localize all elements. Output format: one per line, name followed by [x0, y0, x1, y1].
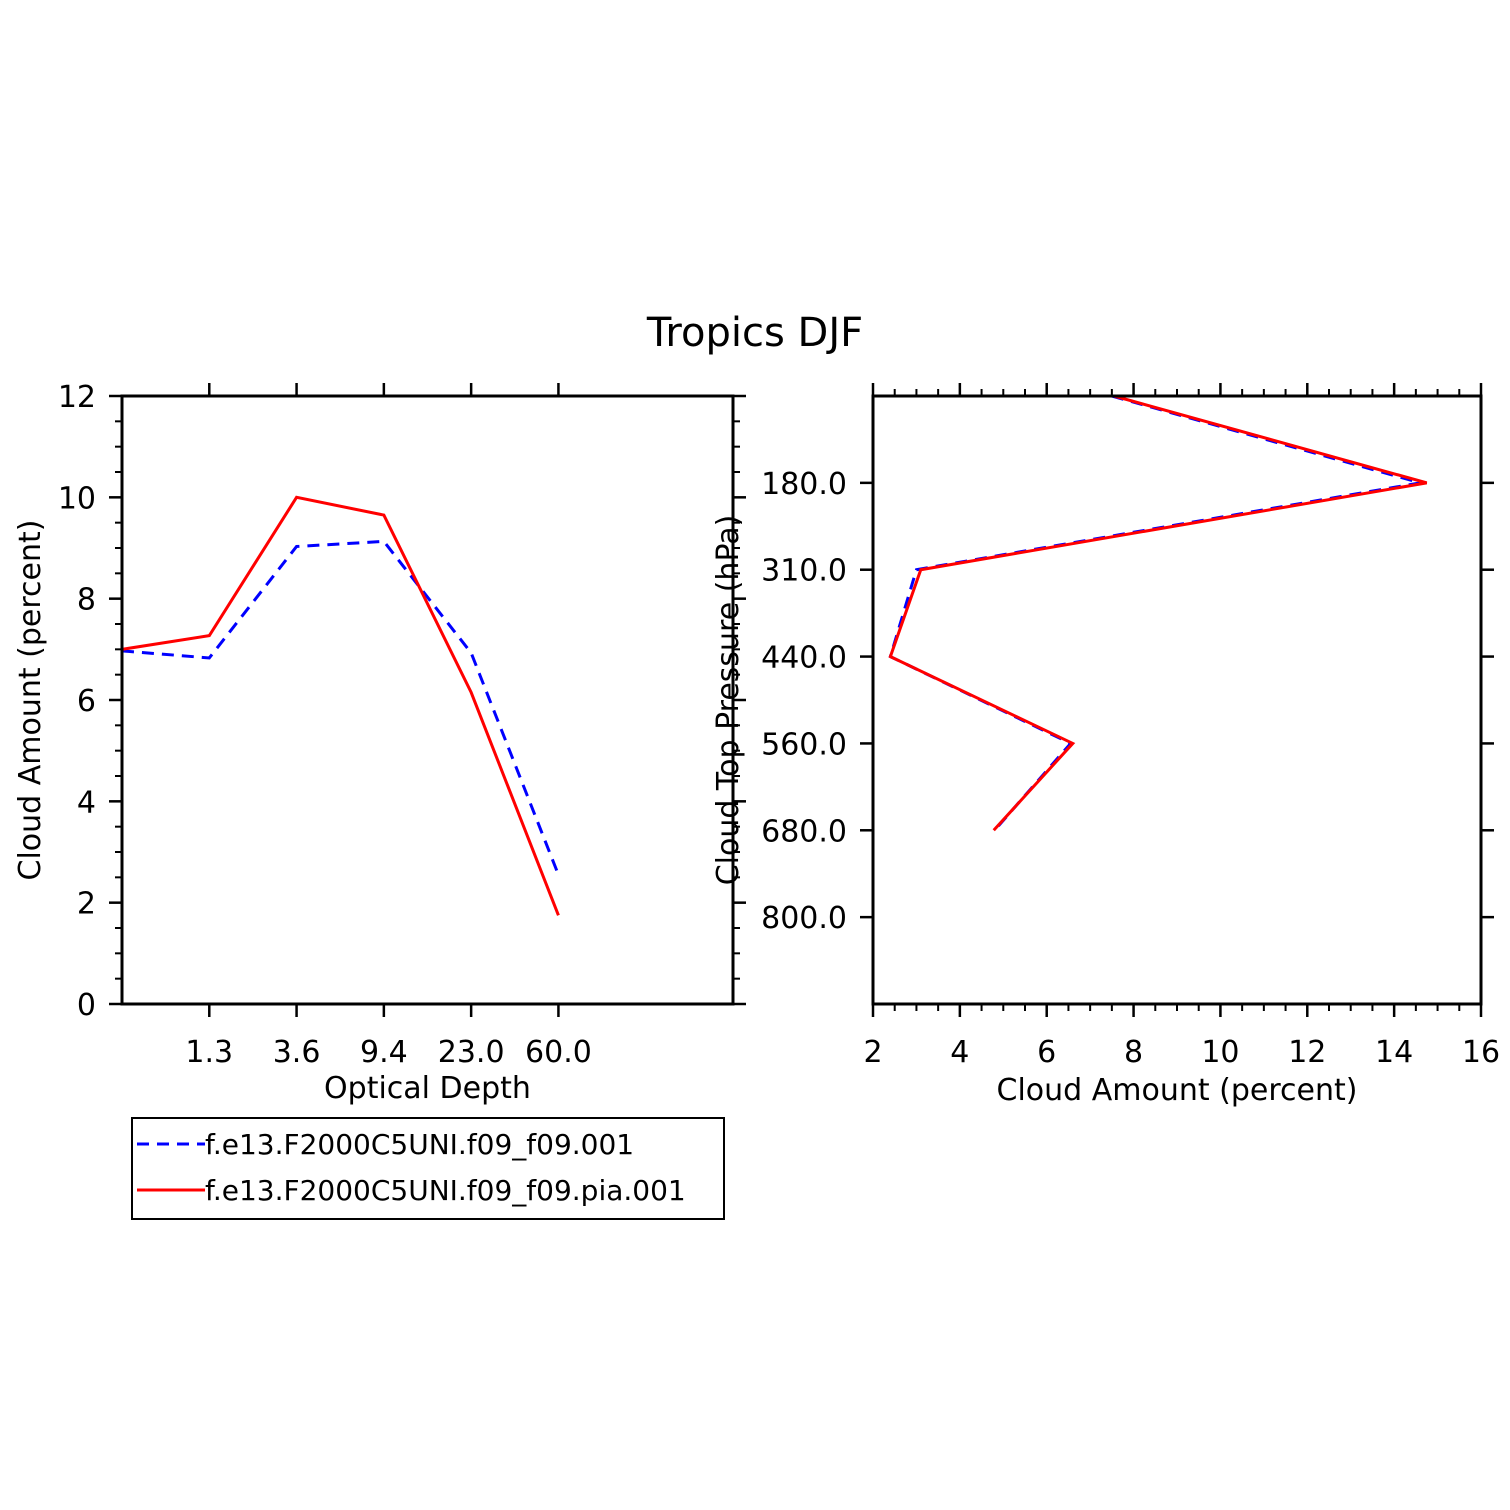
y-tick-label: 10 — [58, 481, 96, 516]
legend: f.e13.F2000C5UNI.f09_f09.001 f.e13.F2000… — [131, 1117, 725, 1220]
y-axis-label: Cloud Amount (percent) — [13, 520, 48, 881]
y-tick-label: 6 — [77, 684, 96, 719]
x-tick-label: 8 — [1124, 1035, 1143, 1070]
y-tick-label: 680.0 — [761, 814, 847, 849]
series-line-1 — [121, 495, 560, 916]
y-axis-label: Cloud Top Pressure (hPa) — [711, 515, 746, 886]
y-tick-label: 2 — [77, 887, 96, 922]
plot-frame — [120, 394, 735, 1006]
x-tick-label: 10 — [1201, 1035, 1239, 1070]
x-axis-label: Cloud Amount (percent) — [997, 1073, 1358, 1108]
y-tick-label: 440.0 — [761, 641, 847, 676]
x-tick-label: 6 — [1037, 1035, 1056, 1070]
x-axis-label: Optical Depth — [324, 1071, 531, 1106]
x-tick-label: 60.0 — [525, 1035, 592, 1070]
x-tick-label: 4 — [950, 1035, 969, 1070]
chart-title: Tropics DJF — [646, 310, 863, 356]
series-line-0 — [121, 539, 560, 876]
x-tick-label: 9.4 — [360, 1035, 408, 1070]
x-tick-label: 12 — [1288, 1035, 1326, 1070]
y-tick-label: 12 — [58, 380, 96, 415]
x-tick-label: 2 — [863, 1035, 882, 1070]
y-tick-label: 560.0 — [761, 727, 847, 762]
x-tick-label: 16 — [1462, 1035, 1500, 1070]
legend-box — [131, 1117, 725, 1220]
right-panel: 2 4 6 8 10 12 14 16 180.0 310.0 440.0 560.0 680.0 800… — [711, 383, 1500, 1108]
x-tick-label: 1.3 — [185, 1035, 233, 1070]
legend-label-1: f.e13.F2000C5UNI.f09_f09.pia.001 — [205, 1174, 686, 1207]
x-tick-label: 3.6 — [273, 1035, 321, 1070]
y-tick-label: 4 — [77, 785, 96, 820]
x-tick-label: 14 — [1375, 1035, 1413, 1070]
y-tick-label: 800.0 — [761, 901, 847, 936]
y-tick-label: 0 — [77, 988, 96, 1023]
series-line-1 — [888, 394, 1428, 832]
y-tick-label: 310.0 — [761, 554, 847, 589]
y-tick-label: 180.0 — [761, 467, 847, 502]
y-tick-label: 8 — [77, 583, 96, 618]
x-tick-label: 23.0 — [438, 1035, 505, 1070]
series-line-0 — [888, 394, 1421, 832]
legend-label-0: f.e13.F2000C5UNI.f09_f09.001 — [205, 1128, 634, 1161]
